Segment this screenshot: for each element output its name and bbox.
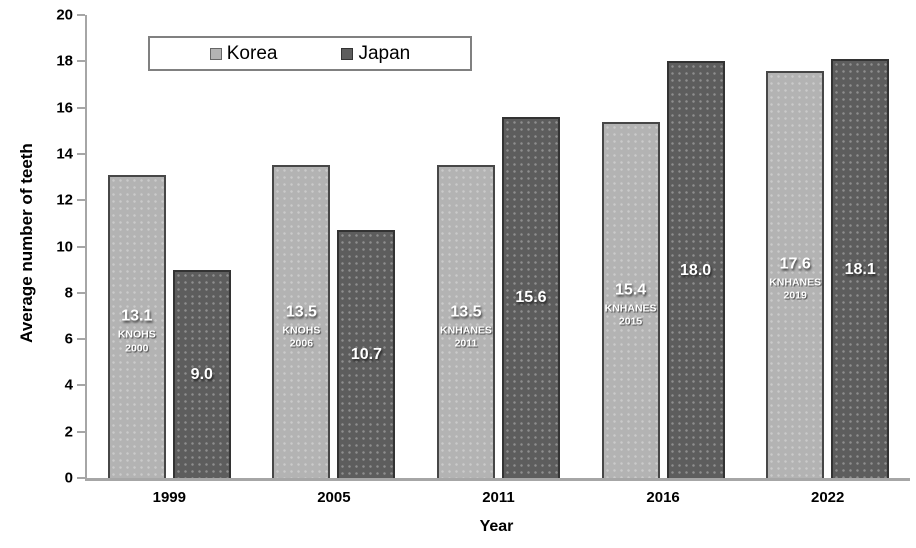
x-tick-label-2005: 2005	[317, 489, 351, 506]
y-tick	[77, 106, 85, 109]
y-tick-label: 10	[56, 238, 73, 255]
y-tick	[77, 199, 85, 202]
bar-value-label: 10.7	[350, 346, 382, 364]
bar-value-label: 18.0	[680, 261, 712, 279]
bar-value-label: 9.0	[190, 365, 213, 383]
bar-label: 13.5 KNOHS 2006	[268, 302, 334, 350]
y-tick-label: 20	[56, 6, 73, 24]
legend-entry-korea: Korea	[209, 42, 278, 65]
y-tick-label: 4	[64, 376, 73, 394]
bar-annotation-line: 2000	[125, 342, 149, 355]
y-tick	[77, 384, 85, 387]
y-tick	[77, 477, 85, 479]
bar-korea-2016: 15.4 KNHANES 2015	[601, 121, 660, 478]
bar-label: 13.1 KNOHS 2000	[104, 307, 170, 355]
bar-annotation-line: KNOHS	[117, 329, 156, 342]
y-tick-label: 6	[64, 330, 73, 348]
x-axis-title: Year	[479, 518, 514, 535]
legend: Korea Japan	[148, 36, 472, 71]
bar-value-label: 17.6	[779, 256, 811, 274]
bar-label: 15.6	[498, 288, 564, 308]
x-tick-label-2011: 2011	[482, 489, 515, 506]
x-tick-label-1999: 1999	[152, 489, 186, 506]
legend-entry-japan: Japan	[341, 43, 410, 65]
bar-annotation-line: KNOHS	[282, 324, 321, 337]
bar-group-2022: 17.6 KNHANES 2019 18.1	[745, 15, 910, 478]
y-tick	[77, 245, 85, 248]
bar-label: 18.0	[663, 261, 729, 281]
bar-japan-2022: 18.1	[831, 59, 890, 478]
bar-group-1999: 13.1 KNOHS 2000 9.0	[87, 15, 252, 478]
bar-label: 17.6 KNHANES 2019	[762, 255, 828, 303]
bar-group-2011: 13.5 KNHANES 2011 15.6	[416, 15, 581, 478]
bar-annotation-line: 2015	[618, 315, 643, 328]
bar-label: 18.1	[827, 260, 893, 280]
japan-swatch-icon	[341, 47, 354, 60]
bar-annotation-line: 2006	[289, 337, 314, 350]
plot-area: 0 2 4 6 8 10 12 14 16 18 20 13.1 KNOHS 2000 9.0 1999 13.…	[56, 8, 910, 506]
bar-annotation-line: KNHANES	[440, 324, 492, 337]
y-tick-label: 14	[56, 145, 73, 163]
bar-annotation-line: KNHANES	[769, 277, 822, 290]
y-tick	[77, 430, 85, 433]
bar-label: 13.5 KNHANES 2011	[433, 302, 499, 350]
x-tick-label-2016: 2016	[646, 489, 680, 506]
bar-japan-1999: 9.0	[172, 269, 231, 478]
x-tick-label-2022: 2022	[811, 489, 845, 506]
bar-label: 9.0	[169, 365, 235, 385]
bar-annotation-line: 2011	[454, 337, 478, 350]
bar-group-2016: 15.4 KNHANES 2015 18.0	[581, 15, 746, 478]
y-tick-label: 0	[64, 469, 73, 487]
y-tick-label: 2	[64, 423, 73, 441]
y-tick	[77, 338, 85, 341]
bar-japan-2016: 18.0	[666, 61, 725, 478]
bar-korea-2005: 13.5 KNOHS 2006	[272, 165, 331, 478]
y-tick	[77, 60, 85, 63]
bar-korea-2022: 17.6 KNHANES 2019	[766, 70, 825, 478]
y-tick	[77, 14, 85, 16]
bar-annotation-line: 2019	[783, 290, 807, 303]
bar-value-label: 13.5	[450, 303, 482, 321]
y-tick-label: 8	[64, 284, 73, 302]
bar-label: 15.4 KNHANES 2015	[598, 280, 664, 328]
bar-korea-1999: 13.1 KNOHS 2000	[107, 174, 166, 478]
bar-japan-2011: 15.6	[501, 116, 560, 478]
y-tick	[77, 291, 85, 294]
bar-korea-2011: 13.5 KNHANES 2011	[436, 165, 495, 478]
bar-group-2005: 13.5 KNOHS 2006 10.7	[252, 15, 417, 478]
bar-value-label: 13.5	[285, 303, 317, 321]
bar-value-label: 13.1	[121, 308, 153, 326]
bar-annotation-line: KNHANES	[604, 302, 657, 315]
legend-label-japan: Japan	[358, 42, 411, 64]
bar-japan-2005: 10.7	[337, 230, 396, 478]
legend-label-korea: Korea	[226, 42, 278, 64]
bar-value-label: 15.6	[515, 289, 547, 307]
korea-swatch-icon	[209, 47, 222, 60]
bar-label: 10.7	[333, 345, 399, 365]
bar-value-label: 15.4	[615, 281, 647, 299]
bar-value-label: 18.1	[844, 260, 876, 278]
y-tick	[77, 152, 85, 155]
y-tick-label: 16	[56, 99, 73, 117]
y-tick-label: 12	[56, 191, 73, 209]
y-tick-label: 18	[56, 52, 73, 70]
